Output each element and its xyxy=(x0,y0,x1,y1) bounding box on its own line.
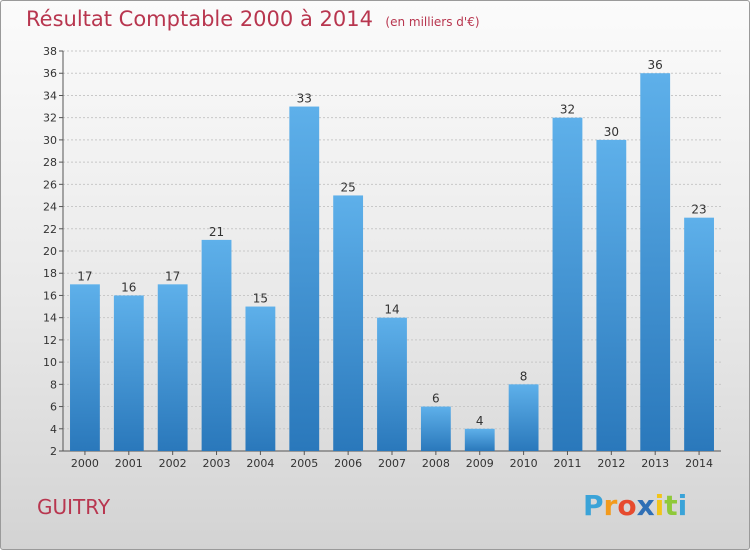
bar xyxy=(113,295,144,451)
x-tick-label: 2008 xyxy=(422,457,450,470)
logo-letter: x xyxy=(636,489,655,522)
x-tick-label: 2002 xyxy=(159,457,187,470)
bar xyxy=(684,217,714,451)
bar xyxy=(333,195,364,451)
y-tick-label: 12 xyxy=(43,334,57,347)
data-label: 8 xyxy=(520,369,528,383)
y-tick-label: 20 xyxy=(43,245,57,258)
x-tick-label: 2007 xyxy=(378,457,406,470)
x-tick-label: 2011 xyxy=(553,457,581,470)
data-label: 25 xyxy=(340,180,355,194)
y-tick-label: 18 xyxy=(43,267,57,280)
x-tick-label: 2006 xyxy=(334,457,362,470)
y-tick-label: 22 xyxy=(43,223,57,236)
y-tick-label: 6 xyxy=(50,401,57,414)
bar xyxy=(70,284,100,451)
y-tick-label: 30 xyxy=(43,134,57,147)
bar xyxy=(464,428,495,451)
x-tick-label: 2000 xyxy=(71,457,99,470)
data-label: 30 xyxy=(604,125,619,139)
logo-letter: r xyxy=(603,489,618,522)
logo-letter: P xyxy=(583,489,604,522)
data-label: 36 xyxy=(648,58,663,72)
data-label: 17 xyxy=(77,269,92,283)
data-label: 15 xyxy=(253,292,268,306)
bar xyxy=(157,284,188,451)
y-tick-label: 38 xyxy=(43,45,57,58)
x-tick-label: 2010 xyxy=(510,457,538,470)
x-tick-label: 2013 xyxy=(641,457,669,470)
y-tick-label: 2 xyxy=(50,445,57,458)
chart-title: Résultat Comptable 2000 à 2014 xyxy=(26,7,373,31)
bar xyxy=(508,384,539,451)
bar xyxy=(552,117,583,452)
bar xyxy=(420,406,451,451)
chart-title-row: Résultat Comptable 2000 à 2014 (en milli… xyxy=(26,7,480,31)
x-tick-label: 2001 xyxy=(115,457,143,470)
data-label: 21 xyxy=(209,225,224,239)
y-tick-label: 14 xyxy=(43,312,57,325)
x-tick-label: 2012 xyxy=(597,457,625,470)
logo-letter: i xyxy=(654,489,665,522)
data-label: 6 xyxy=(432,392,440,406)
y-tick-label: 4 xyxy=(50,423,57,436)
data-label: 17 xyxy=(165,269,180,283)
proxiti-logo: Proxiti xyxy=(583,489,687,522)
y-tick-label: 28 xyxy=(43,156,57,169)
x-tick-label: 2003 xyxy=(203,457,231,470)
data-label: 4 xyxy=(476,414,484,428)
x-tick-label: 2004 xyxy=(246,457,274,470)
y-tick-label: 26 xyxy=(43,178,57,191)
bar xyxy=(245,306,276,451)
y-tick-label: 36 xyxy=(43,67,57,80)
y-tick-label: 8 xyxy=(50,378,57,391)
x-tick-label: 2005 xyxy=(290,457,318,470)
logo-letter: o xyxy=(617,489,637,522)
y-tick-label: 16 xyxy=(43,289,57,302)
chart-subtitle: (en milliers d'€) xyxy=(385,15,480,29)
y-tick-label: 10 xyxy=(43,356,57,369)
bar xyxy=(201,239,232,451)
y-tick-label: 32 xyxy=(43,112,57,125)
x-tick-label: 2009 xyxy=(466,457,494,470)
bar xyxy=(640,73,671,451)
logo-letter: t xyxy=(664,489,678,522)
commune-name: GUITRY xyxy=(37,495,111,519)
data-label: 14 xyxy=(384,303,399,317)
bar xyxy=(596,139,627,451)
bar xyxy=(289,106,320,452)
x-tick-label: 2014 xyxy=(685,457,713,470)
data-label: 33 xyxy=(297,92,312,106)
bar xyxy=(377,317,407,451)
data-label: 16 xyxy=(121,280,136,294)
logo-letter: i xyxy=(677,489,688,522)
y-tick-label: 34 xyxy=(43,89,57,102)
data-label: 23 xyxy=(691,203,706,217)
data-label: 32 xyxy=(560,103,575,117)
y-tick-label: 24 xyxy=(43,201,57,214)
